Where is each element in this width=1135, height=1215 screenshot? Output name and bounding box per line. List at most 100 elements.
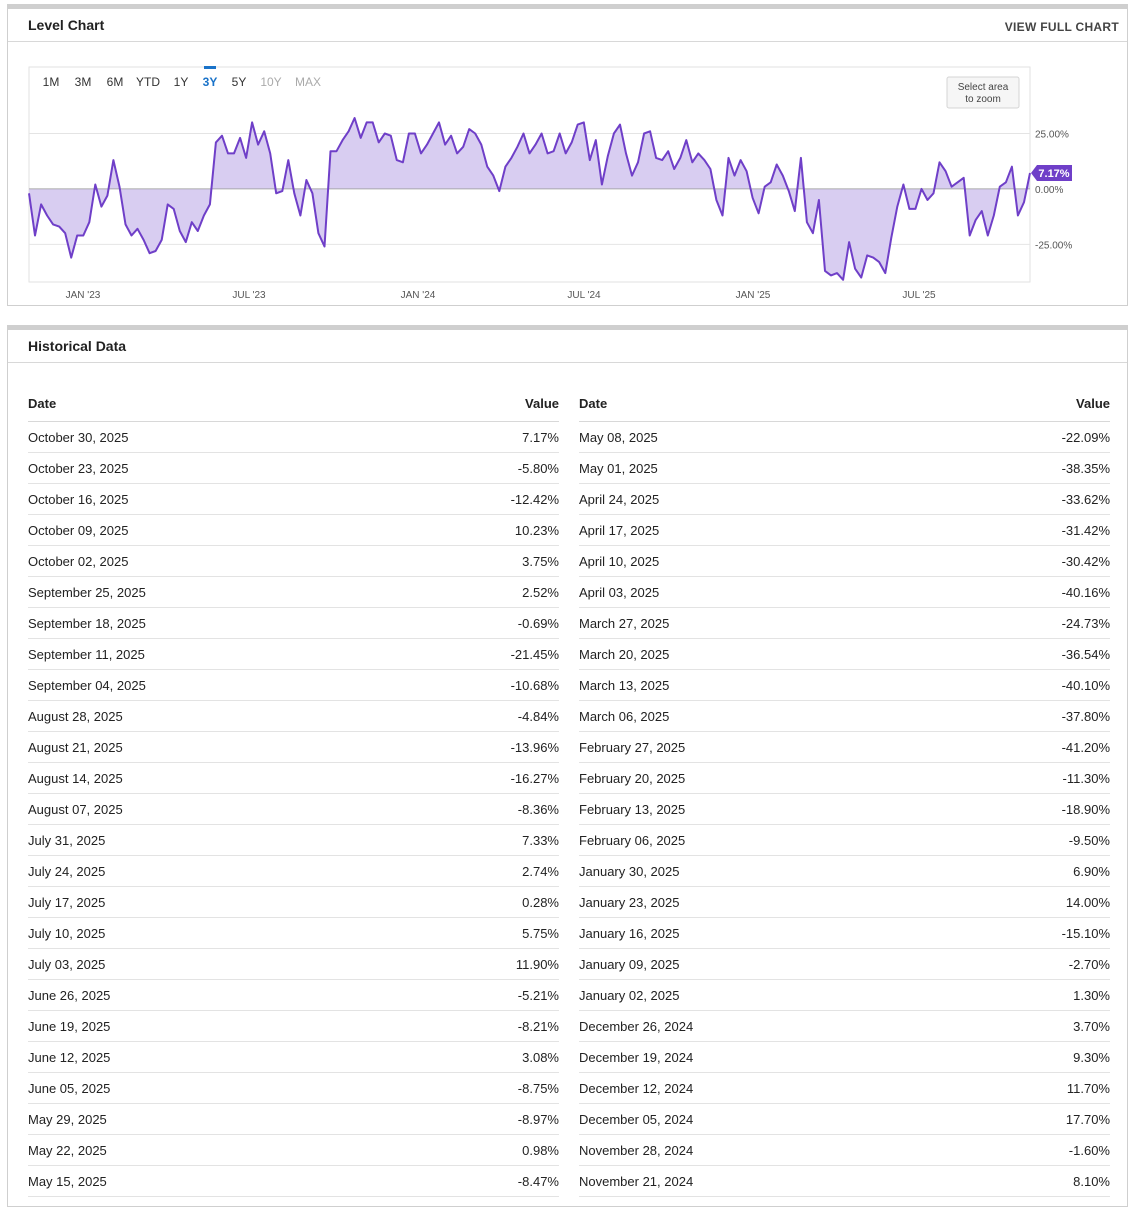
table-row: October 30, 2025 7.17% — [28, 421, 559, 453]
table-row: August 14, 2025 -16.27% — [28, 762, 559, 794]
table-row: May 08, 2025 -22.09% — [579, 421, 1110, 453]
table-row: May 29, 2025 -8.97% — [28, 1103, 559, 1135]
chart-panel-title: Level Chart — [28, 17, 105, 33]
row-value: -40.10% — [951, 669, 1110, 701]
row-date: July 03, 2025 — [28, 948, 405, 980]
table-row: February 13, 2025 -18.90% — [579, 793, 1110, 825]
range-button-ytd[interactable]: YTD — [136, 75, 160, 89]
table-row: December 12, 2024 11.70% — [579, 1072, 1110, 1104]
row-value: -9.50% — [951, 824, 1110, 856]
table-row: February 20, 2025 -11.30% — [579, 762, 1110, 794]
table-row: December 19, 2024 9.30% — [579, 1041, 1110, 1073]
range-button-1y[interactable]: 1Y — [174, 75, 189, 89]
table-row: June 19, 2025 -8.21% — [28, 1010, 559, 1042]
row-date: March 13, 2025 — [579, 669, 952, 701]
row-value: 3.75% — [404, 545, 559, 577]
table-row: July 24, 2025 2.74% — [28, 855, 559, 887]
table-row: August 07, 2025 -8.36% — [28, 793, 559, 825]
row-date: August 14, 2025 — [28, 762, 405, 794]
row-date: October 09, 2025 — [28, 514, 405, 546]
row-value: 3.08% — [404, 1041, 559, 1073]
table-row: July 31, 2025 7.33% — [28, 824, 559, 856]
zoom-hint-box — [946, 76, 1020, 109]
range-button-6m[interactable]: 6M — [107, 75, 124, 89]
row-value: 11.90% — [404, 948, 559, 980]
row-date: December 19, 2024 — [579, 1041, 952, 1073]
table-row: November 21, 2024 8.10% — [579, 1165, 1110, 1197]
row-date: December 26, 2024 — [579, 1010, 952, 1042]
row-date: November 28, 2024 — [579, 1134, 952, 1166]
row-date: February 20, 2025 — [579, 762, 952, 794]
x-tick-label: JUL '23 — [232, 290, 266, 301]
range-button-3y[interactable]: 3Y — [203, 75, 218, 89]
range-button-max[interactable]: MAX — [295, 75, 321, 89]
row-value: -30.42% — [951, 545, 1110, 577]
row-value: 1.30% — [951, 979, 1110, 1011]
row-value: 0.28% — [404, 886, 559, 918]
y-tick-label: 0.00% — [1035, 185, 1063, 196]
row-date: February 27, 2025 — [579, 731, 952, 763]
row-value: -10.68% — [404, 669, 559, 701]
table-row: June 26, 2025 -5.21% — [28, 979, 559, 1011]
table-row: October 02, 2025 3.75% — [28, 545, 559, 577]
table-row: September 04, 2025 -10.68% — [28, 669, 559, 701]
table-row: October 23, 2025 -5.80% — [28, 452, 559, 484]
table-row: September 18, 2025 -0.69% — [28, 607, 559, 639]
current-value-label: 7.17% — [1038, 168, 1069, 180]
range-button-1m[interactable]: 1M — [43, 75, 60, 89]
table-row: January 02, 2025 1.30% — [579, 979, 1110, 1011]
active-range-indicator — [204, 66, 216, 69]
row-value: -40.16% — [951, 576, 1110, 608]
level-chart-panel: Level Chart VIEW FULL CHART 25.00% 0.00% -… — [7, 4, 1128, 306]
row-value: -8.75% — [404, 1072, 559, 1104]
row-date: August 07, 2025 — [28, 793, 405, 825]
table-row: December 05, 2024 17.70% — [579, 1103, 1110, 1135]
table-row: February 06, 2025 -9.50% — [579, 824, 1110, 856]
range-button-10y[interactable]: 10Y — [260, 75, 281, 89]
table-row: November 28, 2024 -1.60% — [579, 1134, 1110, 1166]
level-chart[interactable]: 25.00% 0.00% -25.00% JAN '23 JUL '23 JAN '24 J… — [8, 9, 1127, 306]
y-tick-label: -25.00% — [1035, 240, 1072, 251]
row-date: July 31, 2025 — [28, 824, 405, 856]
x-tick-label: JUL '24 — [567, 290, 601, 301]
row-value: 3.70% — [951, 1010, 1110, 1042]
row-date: June 12, 2025 — [28, 1041, 405, 1073]
row-date: January 30, 2025 — [579, 855, 952, 887]
row-value: -13.96% — [404, 731, 559, 763]
row-value: -8.36% — [404, 793, 559, 825]
zoom-hint-text: to zoom — [965, 94, 1001, 105]
table-row: May 15, 2025 -8.47% — [28, 1165, 559, 1197]
row-value: -36.54% — [951, 638, 1110, 670]
row-value: 9.30% — [951, 1041, 1110, 1073]
row-value: -8.47% — [404, 1165, 559, 1197]
row-value: 2.52% — [404, 576, 559, 608]
row-value: -12.42% — [404, 483, 559, 515]
chart-panel-divider — [8, 41, 1127, 42]
table-row: January 23, 2025 14.00% — [579, 886, 1110, 918]
table-row: December 26, 2024 3.70% — [579, 1010, 1110, 1042]
row-value: -2.70% — [951, 948, 1110, 980]
range-button-5y[interactable]: 5Y — [232, 75, 247, 89]
table-header-row: Date Value — [28, 385, 559, 422]
table-row: April 10, 2025 -30.42% — [579, 545, 1110, 577]
row-value: 6.90% — [951, 855, 1110, 887]
row-value: -0.69% — [404, 607, 559, 639]
row-date: March 20, 2025 — [579, 638, 952, 670]
row-value: 10.23% — [404, 514, 559, 546]
row-value: 7.33% — [404, 824, 559, 856]
row-date: June 05, 2025 — [28, 1072, 405, 1104]
row-date: May 22, 2025 — [28, 1134, 405, 1166]
row-date: December 05, 2024 — [579, 1103, 952, 1135]
historical-table-right: Date Value May 08, 2025 -22.09% May 01, 20… — [579, 385, 1110, 1197]
table-row: September 11, 2025 -21.45% — [28, 638, 559, 670]
table-row: March 27, 2025 -24.73% — [579, 607, 1110, 639]
view-full-chart-link[interactable]: VIEW FULL CHART — [1004, 20, 1119, 34]
row-date: October 23, 2025 — [28, 452, 405, 484]
historical-table-left: Date Value October 30, 2025 7.17% October … — [28, 385, 559, 1197]
table-row: January 16, 2025 -15.10% — [579, 917, 1110, 949]
historical-panel-divider — [8, 362, 1127, 363]
row-date: April 10, 2025 — [579, 545, 952, 577]
row-date: July 10, 2025 — [28, 917, 405, 949]
range-button-3m[interactable]: 3M — [75, 75, 92, 89]
row-value: -8.21% — [404, 1010, 559, 1042]
